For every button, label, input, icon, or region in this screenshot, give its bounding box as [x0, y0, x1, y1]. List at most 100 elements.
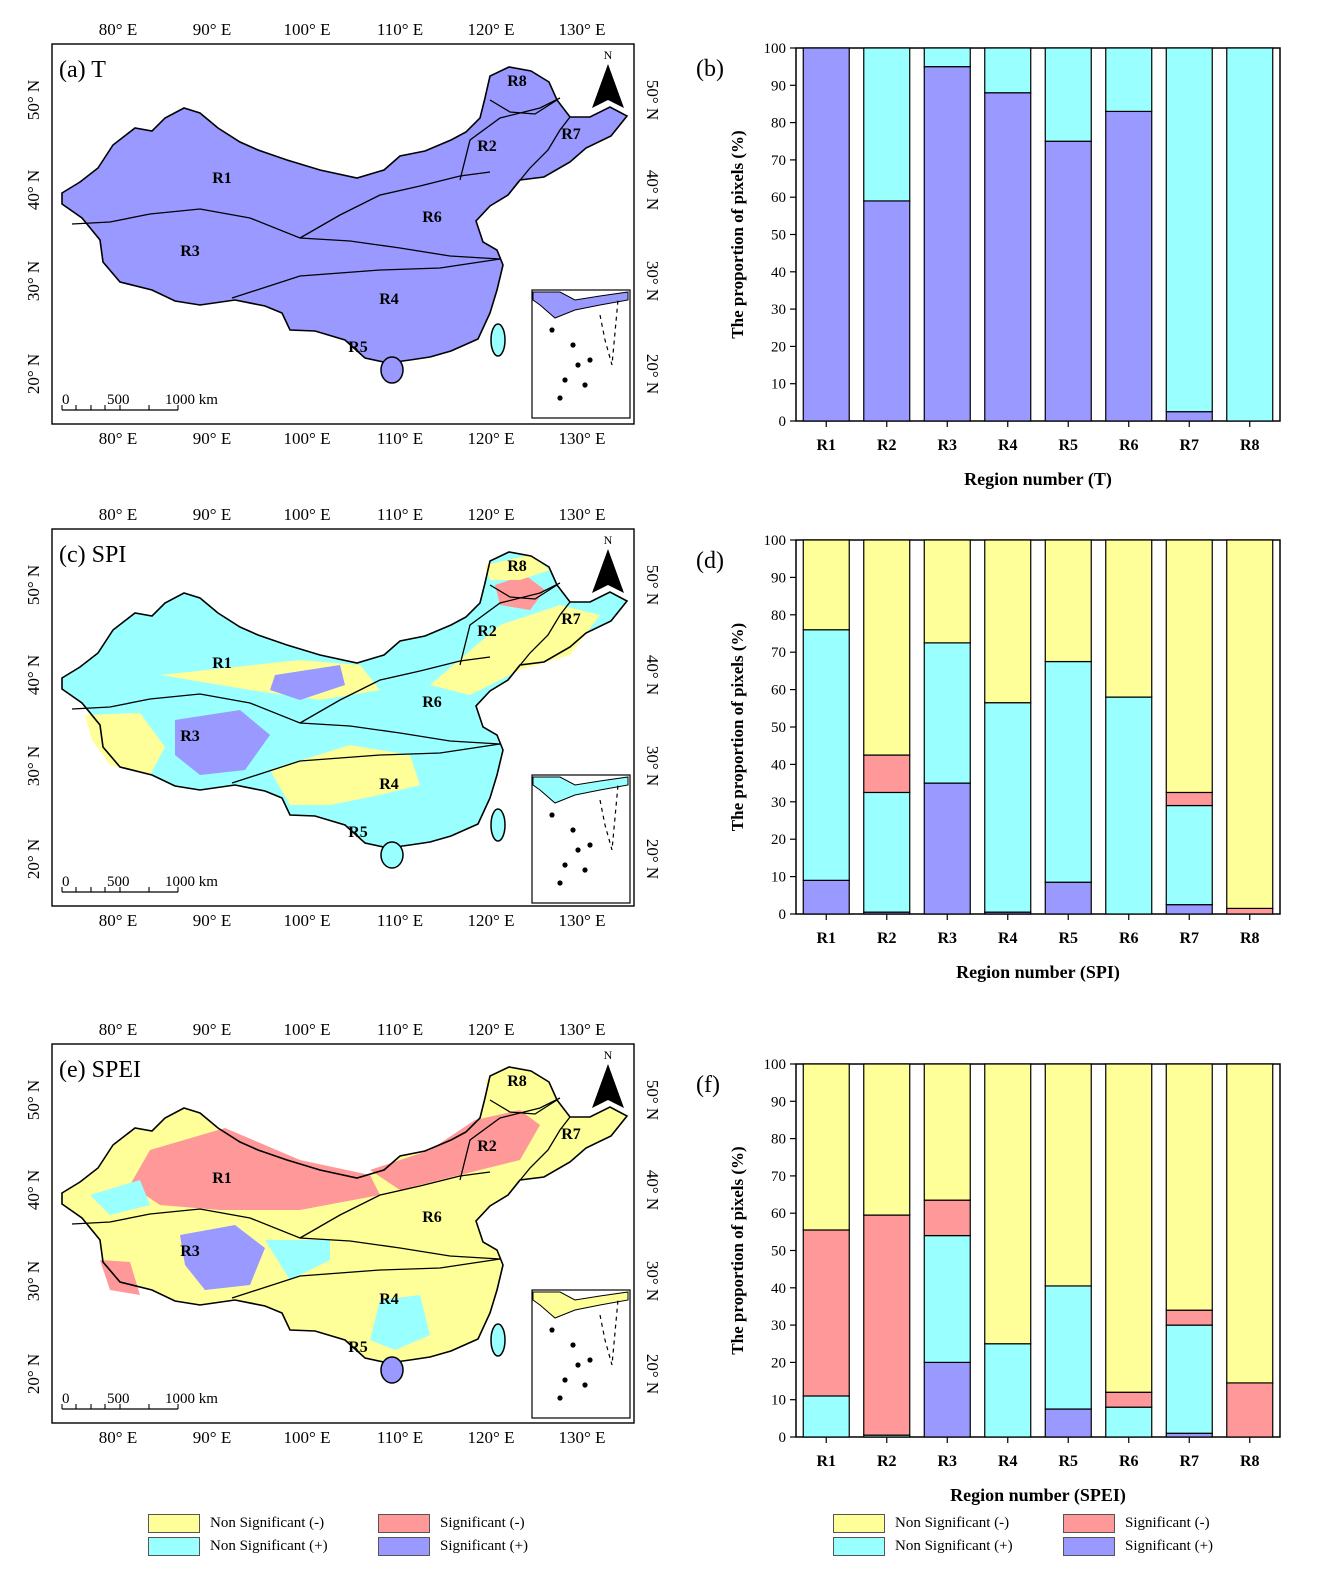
region-boundary: [299, 656, 491, 724]
x-tick-label: R3: [937, 437, 957, 454]
inset-island: [582, 867, 588, 873]
inset-coast: [532, 291, 629, 319]
x-tick-label: R6: [1119, 930, 1139, 947]
x-tick-label: R7: [1179, 1453, 1199, 1470]
bar-R4-nonsig-pos: [984, 47, 1032, 94]
lat-label-right: 50° N: [643, 565, 662, 605]
legend-label-sig-pos: Significant (+): [1125, 1538, 1214, 1554]
lon-label-bottom: 100° E: [284, 429, 331, 448]
region-label-r2: R2: [477, 623, 497, 640]
x-tick-label: R4: [998, 437, 1018, 454]
lon-label-bottom: 100° E: [284, 911, 331, 930]
inset-island: [557, 880, 563, 886]
region-label-r8: R8: [507, 1073, 527, 1090]
north-arrow-label: N: [604, 48, 613, 62]
swatch-nonsig-pos: [833, 1537, 885, 1556]
y-tick-label: 20: [771, 832, 786, 848]
y-tick-label: 0: [779, 414, 787, 430]
y-tick-label: 70: [771, 645, 786, 661]
bar-R1-sig-neg: [802, 1229, 850, 1397]
bar-R3-sig-pos: [923, 66, 971, 422]
bar-R3-nonsig-neg: [923, 1063, 971, 1201]
lon-label-top: 100° E: [284, 505, 331, 524]
lon-label-bottom: 100° E: [284, 1428, 331, 1447]
swatch-sig-neg: [378, 1514, 430, 1533]
map-overlay-sig-neg: [130, 1128, 380, 1210]
bar-R4-nonsig-pos: [984, 702, 1032, 913]
y-tick-label: 30: [771, 1318, 786, 1334]
inset-island: [557, 1395, 563, 1401]
lon-label-top: 80° E: [99, 505, 137, 524]
region-label-r8: R8: [507, 558, 527, 575]
bar-R3-nonsig-pos: [923, 1234, 971, 1363]
y-tick-label: 90: [771, 1094, 786, 1110]
map-title: (c) SPI: [59, 542, 126, 568]
bar-R6-nonsig-pos: [1105, 47, 1153, 113]
bar-R4-nonsig-pos: [984, 1343, 1032, 1438]
inset-island: [557, 395, 563, 401]
inset-island: [582, 1382, 588, 1388]
bar-R2-sig-neg: [863, 1214, 911, 1436]
bar-R4-nonsig-neg: [984, 1063, 1032, 1345]
inset-island: [575, 1362, 581, 1368]
region-boundary: [231, 743, 501, 784]
bar-R2-sig-neg: [863, 754, 911, 794]
region-label-r3: R3: [180, 728, 200, 745]
lat-label-left: 30° N: [24, 746, 43, 786]
x-tick-label: R1: [816, 1453, 836, 1470]
bar-R5-nonsig-neg: [1044, 539, 1092, 663]
bar-R1-sig-pos: [802, 879, 850, 915]
legend-label-nonsig-pos: Non Significant (+): [210, 1538, 328, 1554]
bar-R5-nonsig-pos: [1044, 1285, 1092, 1410]
lat-label-right: 20° N: [643, 354, 662, 394]
inset-island: [562, 1377, 568, 1383]
lat-label-right: 20° N: [643, 839, 662, 879]
region-boundary: [459, 582, 561, 666]
inset-island: [575, 362, 581, 368]
bar-R8-sig-neg: [1226, 907, 1274, 915]
scale-label: 500: [107, 392, 130, 408]
bar-R3-sig-neg: [923, 1199, 971, 1237]
y-tick-label: 50: [771, 1244, 786, 1260]
bar-R3-nonsig-neg: [923, 539, 971, 644]
swatch-sig-pos: [1063, 1537, 1115, 1556]
x-tick-label: R5: [1058, 930, 1078, 947]
lon-label-bottom: 80° E: [99, 1428, 137, 1447]
y-axis-label: The proportion of pixels (%): [728, 1146, 747, 1354]
inset-island: [570, 1342, 576, 1348]
lon-label-top: 120° E: [468, 1020, 515, 1039]
y-tick-label: 0: [779, 1430, 787, 1446]
region-boundary: [71, 693, 501, 745]
bar-R7-nonsig-pos: [1165, 804, 1213, 906]
region-label-r4: R4: [379, 776, 399, 793]
scale-label: 0: [62, 392, 70, 408]
country-fill: [62, 67, 627, 363]
inset-island: [570, 342, 576, 348]
inset-island: [570, 827, 576, 833]
y-tick-label: 100: [764, 41, 787, 57]
x-tick-label: R1: [816, 930, 836, 947]
bar-chart-d: R1 R2 R3 R4 R5 R6 R7 R8 0 10 20 30 40 50 60 70 80 90 100 Re…: [696, 533, 1281, 983]
scale-label: 1000 km: [165, 874, 218, 890]
y-tick-label: 90: [771, 570, 786, 586]
panel-label: (d): [696, 548, 724, 574]
lon-label-top: 90° E: [193, 1020, 231, 1039]
y-tick-label: 40: [771, 265, 786, 281]
y-tick-label: 100: [764, 1057, 787, 1073]
legend-item-nonsig-pos: Non Significant (+): [148, 1537, 378, 1556]
lon-label-bottom: 80° E: [99, 911, 137, 930]
lat-label-left: 20° N: [24, 1354, 43, 1394]
bar-R5-sig-pos: [1044, 140, 1092, 422]
bar-R7-nonsig-pos: [1165, 1324, 1213, 1434]
bar-R5-sig-pos: [1044, 1408, 1092, 1438]
region-label-r3: R3: [180, 1243, 200, 1260]
lon-label-top: 100° E: [284, 1020, 331, 1039]
y-tick-label: 90: [771, 78, 786, 94]
bar-R6-nonsig-pos: [1105, 696, 1153, 915]
x-tick-label: R8: [1240, 1453, 1260, 1470]
bar-R7-nonsig-neg: [1165, 1063, 1213, 1311]
lon-label-bottom: 120° E: [468, 429, 515, 448]
x-tick-label: R6: [1119, 437, 1139, 454]
region-boundary: [299, 1171, 491, 1239]
map-title: (a) T: [59, 57, 106, 83]
